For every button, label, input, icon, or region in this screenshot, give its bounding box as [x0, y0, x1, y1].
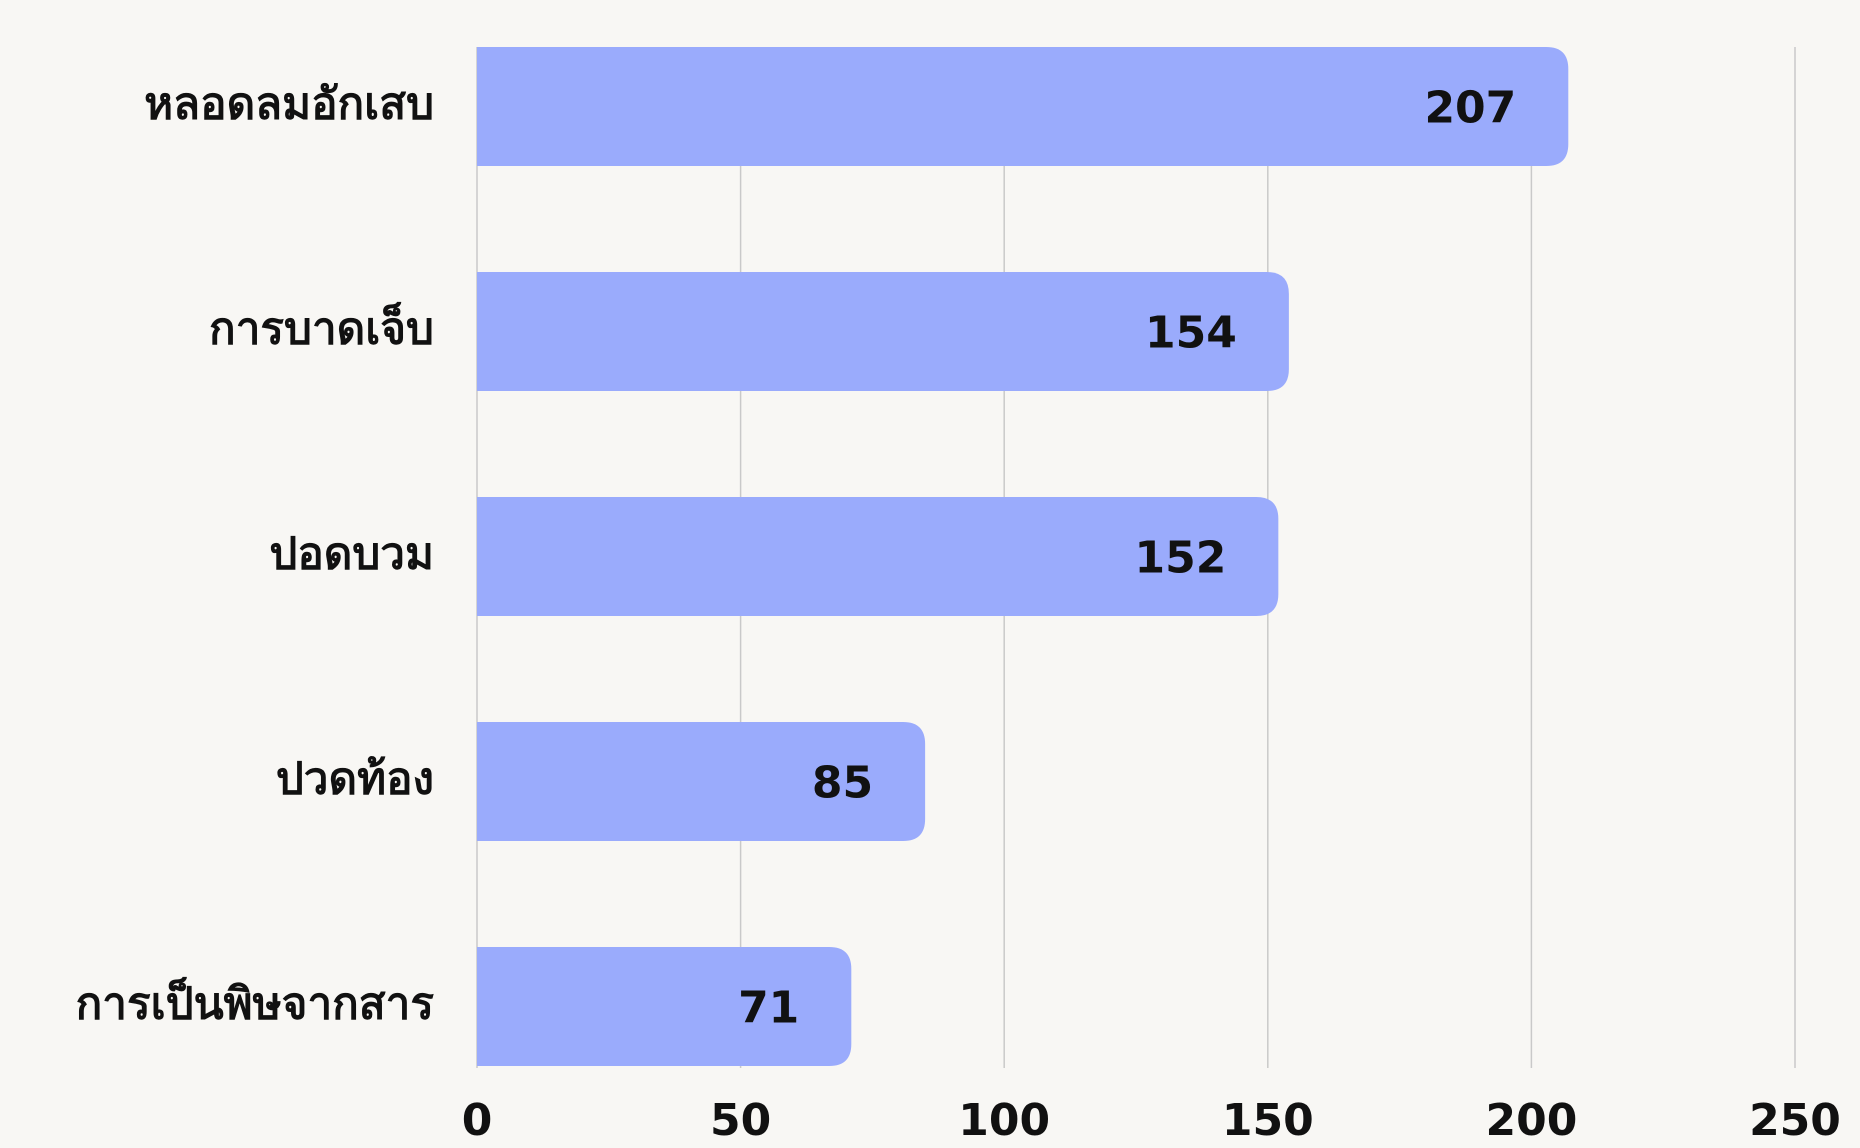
page: {"chart_data": {"type": "bar", "orientat…	[0, 0, 1860, 1148]
y-tick-label: การบาดเจ็บ	[209, 302, 434, 355]
value-label: 71	[738, 983, 799, 1034]
y-tick-label: ปวดท้อง	[276, 754, 434, 805]
value-label: 207	[1424, 83, 1516, 134]
x-tick-label: 250	[1749, 1095, 1841, 1146]
bar	[477, 47, 1568, 166]
value-label: 154	[1145, 308, 1237, 359]
y-tick-label: การเป็นพิษจากสาร	[76, 977, 435, 1030]
x-tick-label: 0	[462, 1095, 493, 1146]
y-tick-label: หลอดลมอักเสบ	[144, 79, 434, 130]
x-tick-label: 100	[958, 1095, 1050, 1146]
y-tick-label: ปอดบวม	[269, 529, 434, 580]
x-tick-label: 50	[710, 1095, 771, 1146]
chart: 0 50 100 150 200 250 หลอดลมอักเสบ 207 การบาดเจ็บ…	[0, 0, 1860, 1148]
x-tick-label: 200	[1485, 1095, 1577, 1146]
value-label: 85	[812, 758, 873, 809]
value-label: 152	[1134, 533, 1226, 584]
x-tick-label: 150	[1222, 1095, 1314, 1146]
